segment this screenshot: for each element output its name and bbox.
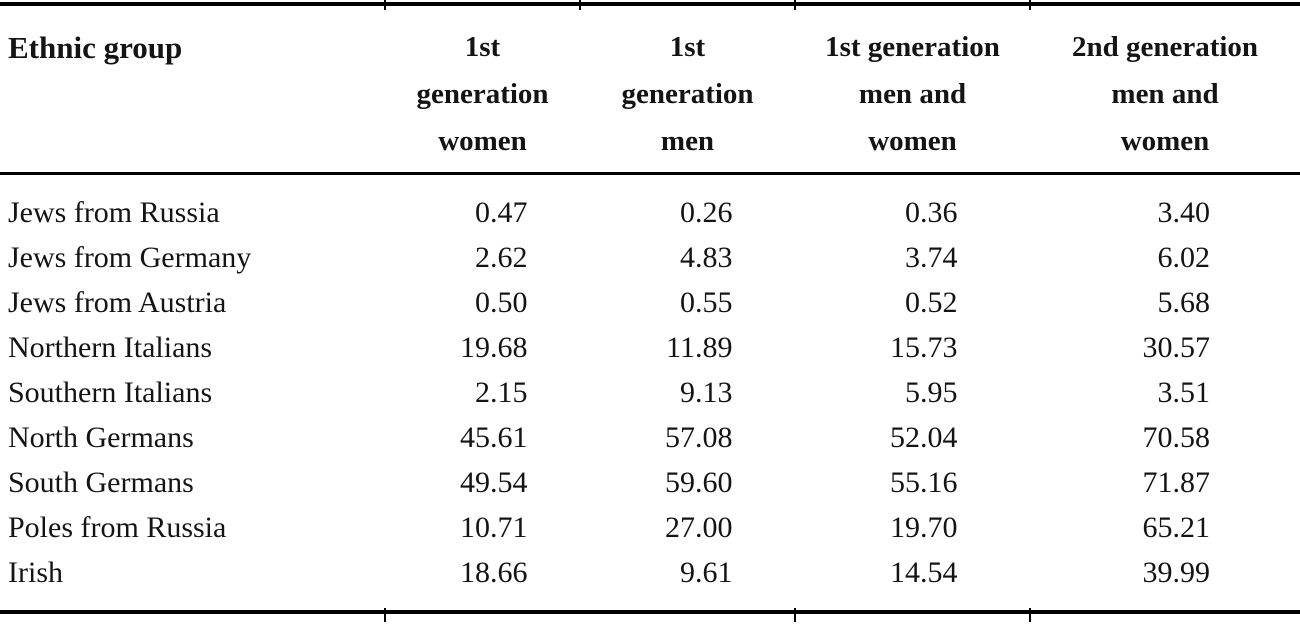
table-row: Jews from Germany 2.62 4.83 3.74 6.02 [0,235,1300,280]
cell-value: 5.95 [905,376,958,409]
cell-value: 3.74 [905,241,958,274]
cell-value: 4.83 [680,241,733,274]
table-row: Jews from Russia 0.47 0.26 0.36 3.40 [0,190,1300,235]
cell-value: 6.02 [1157,241,1211,274]
cell-value: 71.87 [1142,466,1211,499]
column-divider-tick [1029,608,1031,622]
header-ethnic-group: Ethnic group [8,30,183,65]
row-group-label: Poles from Russia [8,511,227,544]
cell-value: 0.55 [680,286,733,319]
header-line: 1st generation [825,31,1000,63]
header-line: generation [621,78,754,110]
cell-value: 55.16 [890,466,958,499]
header-line: generation [416,78,549,110]
table-top-rule [0,2,1300,6]
header-col-1st-gen-women: 1st generation women [385,24,580,165]
cell-value: 11.89 [666,331,733,364]
column-divider-tick [794,608,796,622]
cell-value: 0.36 [905,196,958,229]
header-line: women [438,125,527,157]
cell-value: 0.52 [905,286,958,319]
cell-value: 9.61 [680,556,733,589]
header-line: men [660,125,715,157]
row-group-label: Southern Italians [8,376,213,409]
row-group-label: North Germans [8,421,194,454]
header-line: 1st [669,31,706,63]
cell-value: 0.47 [475,196,528,229]
cell-value: 2.15 [475,376,528,409]
table-bottom-rule [0,610,1300,614]
table-row: Irish 18.66 9.61 14.54 39.99 [0,550,1300,595]
table-row: Northern Italians 19.68 11.89 15.73 30.5… [0,325,1300,370]
table-header-row: Ethnic group 1st generation women 1st ge… [0,24,1300,165]
header-col-2nd-gen-men-women: 2nd generation men and women [1030,24,1300,165]
row-group-label: Irish [8,556,63,589]
cell-value: 0.26 [680,196,733,229]
cell-value: 2.62 [475,241,528,274]
header-line: women [868,125,957,157]
cell-value: 19.68 [460,331,528,364]
header-col-1st-gen-men-women: 1st generation men and women [795,24,1030,165]
table-row: Jews from Austria 0.50 0.55 0.52 5.68 [0,280,1300,325]
cell-value: 3.40 [1157,196,1211,229]
cell-value: 30.57 [1142,331,1211,364]
cell-value: 3.51 [1157,376,1211,409]
header-line: 1st [464,31,501,63]
cell-value: 70.58 [1142,421,1211,454]
cell-value: 39.99 [1142,556,1211,589]
header-line: 2nd generation [1071,31,1259,63]
cell-value: 45.61 [460,421,528,454]
header-col-1st-gen-men: 1st generation men [580,24,795,165]
table-body: Jews from Russia 0.47 0.26 0.36 3.40 Jew… [0,190,1300,595]
cell-value: 59.60 [665,466,733,499]
cell-value: 18.66 [460,556,528,589]
cell-value: 14.54 [890,556,958,589]
row-group-label: Northern Italians [8,331,213,364]
row-group-label: South Germans [8,466,194,499]
cell-value: 10.71 [460,511,528,544]
header-line: men and [1111,78,1219,110]
table-row: Poles from Russia 10.71 27.00 19.70 65.2… [0,505,1300,550]
header-line: women [1120,125,1210,157]
cell-value: 9.13 [680,376,733,409]
cell-value: 19.70 [890,511,958,544]
table-row: North Germans 45.61 57.08 52.04 70.58 [0,415,1300,460]
header-line: men and [858,78,967,110]
table-row: South Germans 49.54 59.60 55.16 71.87 [0,460,1300,505]
column-divider-tick [384,608,386,622]
cell-value: 27.00 [665,511,733,544]
cell-value: 65.21 [1142,511,1211,544]
table-header-rule [0,172,1300,175]
table-row: Southern Italians 2.15 9.13 5.95 3.51 [0,370,1300,415]
cell-value: 52.04 [890,421,958,454]
cell-value: 57.08 [665,421,733,454]
row-group-label: Jews from Austria [8,286,227,319]
cell-value: 49.54 [460,466,528,499]
row-group-label: Jews from Germany [8,241,252,274]
cell-value: 0.50 [475,286,528,319]
row-group-label: Jews from Russia [8,196,220,229]
cell-value: 15.73 [890,331,958,364]
cell-value: 5.68 [1157,286,1211,319]
